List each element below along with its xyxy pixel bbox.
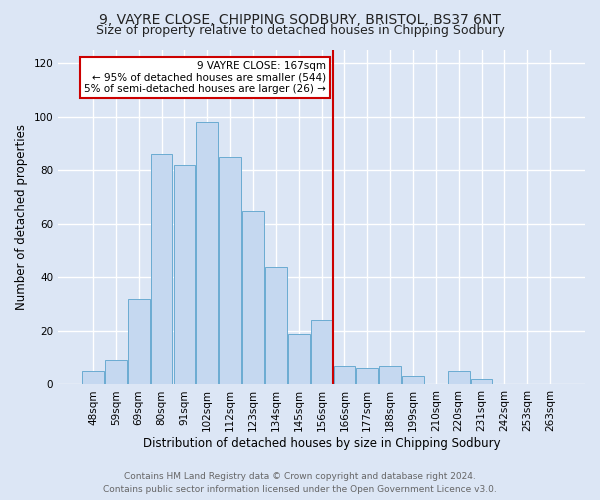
Bar (82, 371, 104, 384)
X-axis label: Distribution of detached houses by size in Chipping Sodbury: Distribution of detached houses by size … (143, 437, 500, 450)
Bar (105, 360, 127, 384)
Bar (311, 320, 332, 384)
Bar (288, 334, 310, 384)
Bar (379, 366, 401, 384)
Text: 9 VAYRE CLOSE: 167sqm
← 95% of detached houses are smaller (544)
5% of semi-deta: 9 VAYRE CLOSE: 167sqm ← 95% of detached … (84, 60, 326, 94)
Bar (356, 368, 378, 384)
Bar (402, 376, 424, 384)
Bar (265, 266, 287, 384)
Bar (334, 366, 355, 384)
Bar (448, 371, 470, 384)
Bar (196, 122, 218, 384)
Bar (151, 154, 172, 384)
Y-axis label: Number of detached properties: Number of detached properties (15, 124, 28, 310)
Bar (128, 299, 149, 384)
Bar (242, 210, 264, 384)
Bar (471, 379, 493, 384)
Text: 9, VAYRE CLOSE, CHIPPING SODBURY, BRISTOL, BS37 6NT: 9, VAYRE CLOSE, CHIPPING SODBURY, BRISTO… (99, 12, 501, 26)
Text: Contains HM Land Registry data © Crown copyright and database right 2024.
Contai: Contains HM Land Registry data © Crown c… (103, 472, 497, 494)
Bar (173, 165, 195, 384)
Text: Size of property relative to detached houses in Chipping Sodbury: Size of property relative to detached ho… (95, 24, 505, 37)
Bar (219, 157, 241, 384)
